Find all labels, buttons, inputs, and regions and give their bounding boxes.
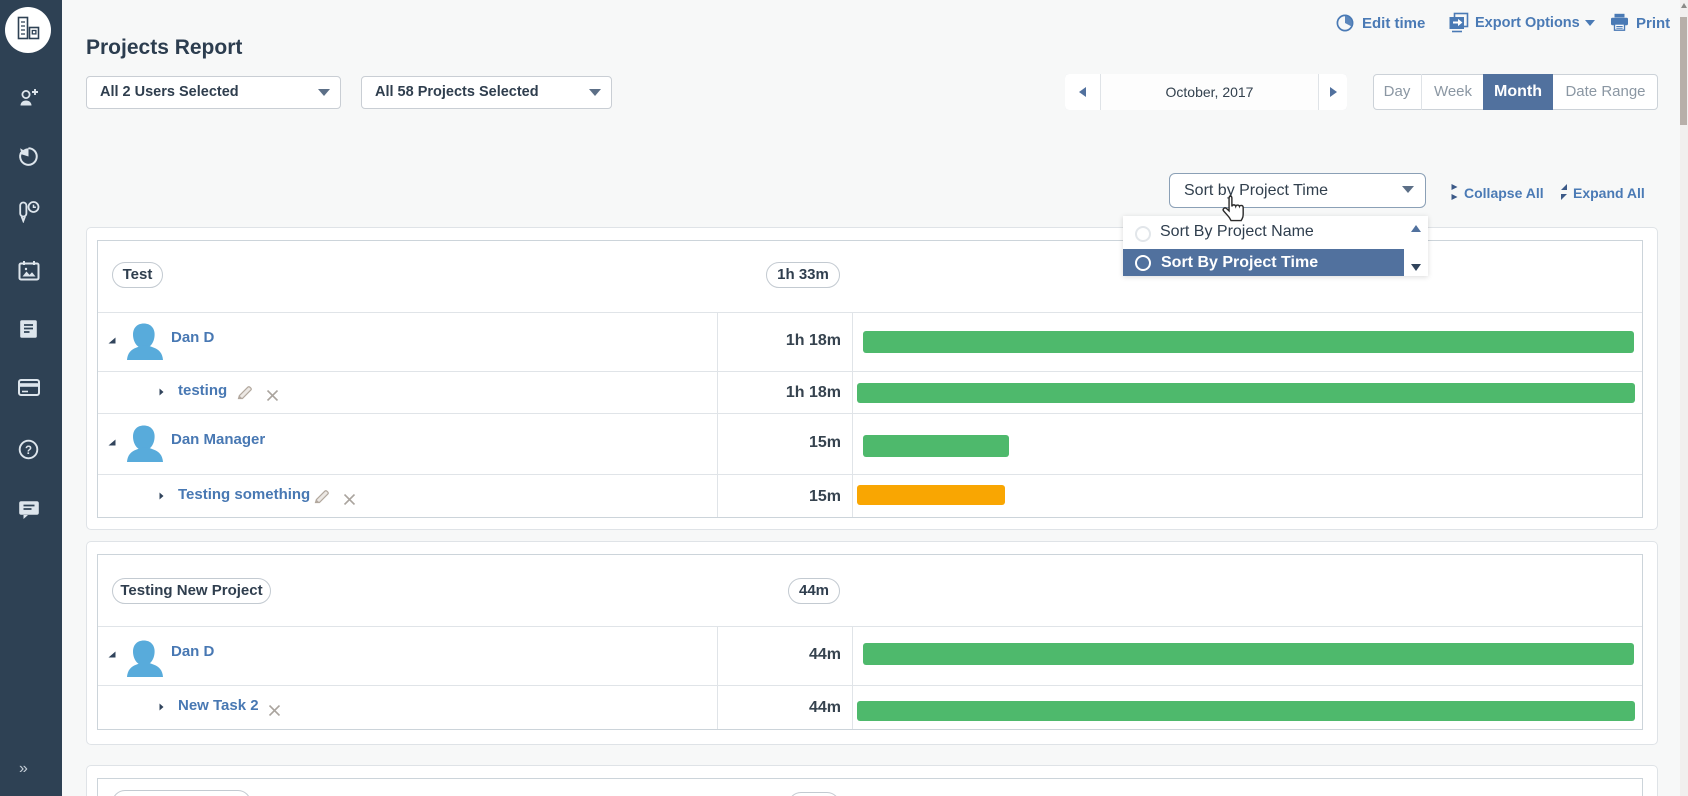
svg-text:?: ? [25, 445, 32, 457]
